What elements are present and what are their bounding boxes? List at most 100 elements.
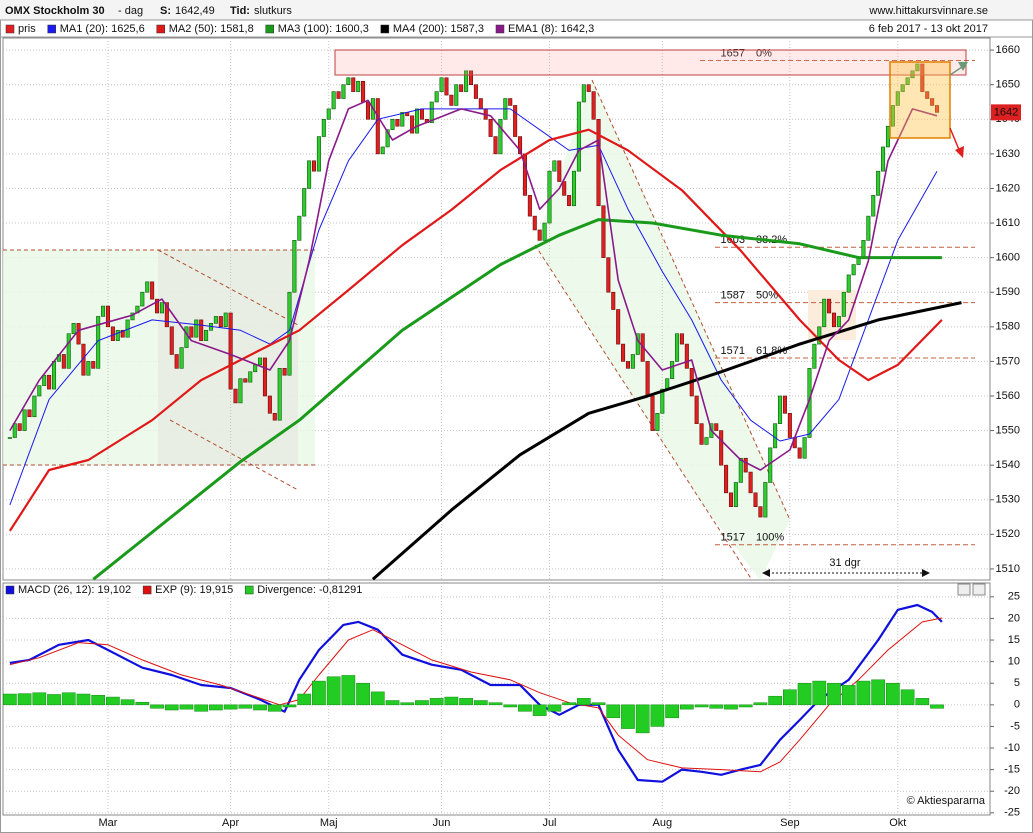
- candle: [748, 471, 753, 494]
- candle: [351, 77, 356, 92]
- header-bar: [0, 0, 1033, 20]
- histogram-bar: [120, 699, 135, 706]
- guide: [591, 79, 791, 521]
- arrow: [949, 127, 961, 153]
- x-tick-label: Okt: [889, 817, 906, 829]
- candle: [76, 323, 81, 345]
- candle: [459, 84, 464, 92]
- fib-label: 50%: [756, 290, 778, 302]
- candle: [105, 305, 110, 328]
- candle: [778, 395, 783, 424]
- series-line: [371, 301, 962, 581]
- series-line: [92, 218, 942, 581]
- y-tick-label: 1630: [996, 148, 1020, 160]
- candle: [390, 118, 395, 130]
- candle: [724, 464, 729, 494]
- candle: [194, 319, 199, 338]
- candle: [282, 368, 287, 376]
- legend-label: Divergence: -0,81291: [257, 584, 362, 596]
- y-tick-label: 10: [1008, 656, 1020, 668]
- arrow-head: [955, 146, 964, 158]
- histogram-bar: [429, 698, 444, 706]
- y-tick-label: 1540: [996, 459, 1020, 471]
- histogram-bar: [782, 689, 797, 706]
- x-tick-label: Apr: [222, 817, 239, 829]
- tid-value: slutkurs: [254, 5, 292, 17]
- histogram-bar: [650, 704, 665, 727]
- series-line: [9, 617, 942, 773]
- candle: [812, 343, 817, 369]
- y-tick-label: 1560: [996, 390, 1020, 402]
- y-tick-label: 1580: [996, 321, 1020, 333]
- candle: [763, 482, 768, 518]
- candle: [189, 326, 194, 338]
- candle: [493, 136, 498, 155]
- candle: [218, 316, 223, 328]
- candle: [130, 312, 135, 321]
- arrow-head: [958, 62, 968, 71]
- candle: [223, 312, 228, 328]
- candle: [356, 80, 361, 92]
- candle: [876, 170, 881, 196]
- candle: [311, 160, 317, 172]
- histogram-bar: [753, 702, 768, 706]
- y-tick-label: 0: [1014, 699, 1020, 711]
- candle: [61, 354, 66, 369]
- histogram-bar: [341, 675, 356, 706]
- candle: [115, 329, 120, 341]
- site: www.hittakursvinnare.se: [868, 5, 988, 17]
- candle: [292, 240, 297, 293]
- y-tick-label: 25: [1008, 591, 1020, 603]
- histogram-bar: [444, 696, 459, 706]
- x-tick-label: Jul: [542, 817, 556, 829]
- y-tick-label: 1660: [996, 44, 1020, 56]
- candle: [199, 319, 204, 341]
- candle: [47, 374, 52, 390]
- candle: [885, 125, 890, 148]
- candle: [42, 374, 47, 386]
- histogram-bar: [503, 704, 518, 708]
- fib-value: 1571: [721, 345, 745, 357]
- x-tick-label: Aug: [653, 817, 673, 829]
- candle: [625, 361, 630, 369]
- y-tick-label: 1530: [996, 494, 1020, 506]
- x-tick-label: Sep: [780, 817, 800, 829]
- y-tick-label: 1600: [996, 252, 1020, 264]
- candle: [679, 333, 684, 345]
- candle: [670, 361, 675, 379]
- histogram-bar: [886, 682, 900, 706]
- candle: [375, 98, 380, 155]
- candle: [910, 70, 915, 79]
- candle: [71, 323, 76, 335]
- histogram-bar: [768, 695, 782, 706]
- candle: [86, 361, 91, 376]
- candle: [562, 181, 567, 196]
- y-tick-label: 5: [1014, 677, 1020, 689]
- candle: [611, 291, 616, 310]
- histogram-bar: [665, 704, 679, 719]
- candle: [699, 423, 704, 445]
- legend-swatch: [156, 24, 165, 34]
- candle: [871, 195, 876, 217]
- histogram-bar: [326, 676, 341, 706]
- histogram-bar: [3, 693, 17, 706]
- legend-swatch: [5, 585, 15, 595]
- legend-label: MA4 (200): 1587,3: [393, 23, 484, 35]
- histogram-bar: [621, 704, 635, 729]
- candle: [635, 333, 640, 355]
- candle: [297, 215, 302, 241]
- series-line: [9, 603, 943, 783]
- candle: [836, 316, 841, 328]
- histogram-bar: [797, 682, 812, 706]
- candle: [346, 77, 351, 85]
- candle: [316, 136, 321, 172]
- tid-label: Tid:: [230, 5, 250, 17]
- candle: [204, 329, 209, 341]
- x-tick-label: Maj: [320, 817, 338, 829]
- histogram-bar: [400, 702, 415, 706]
- candle: [552, 160, 557, 172]
- histogram-bar: [547, 704, 562, 712]
- candle: [581, 84, 586, 103]
- candle: [415, 108, 420, 134]
